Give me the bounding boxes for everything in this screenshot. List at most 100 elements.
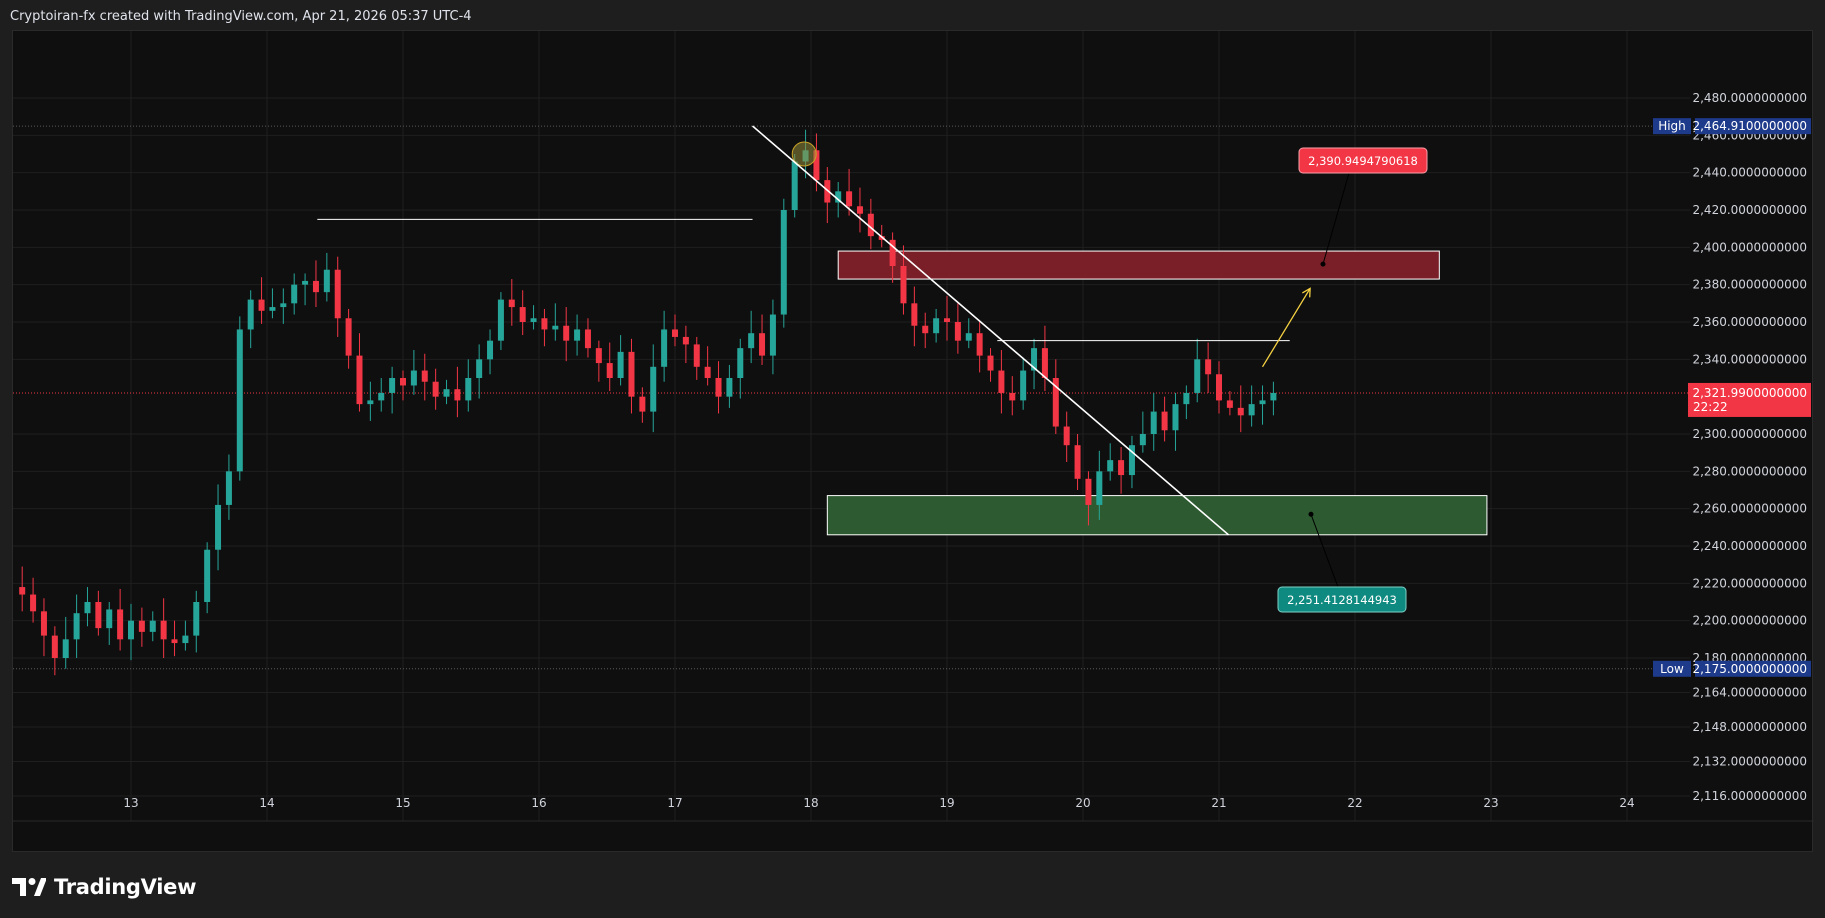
candle-body[interactable] bbox=[367, 400, 374, 405]
candle-body[interactable] bbox=[791, 161, 798, 210]
support-price-label[interactable] bbox=[1277, 586, 1407, 613]
candle-body[interactable] bbox=[1096, 471, 1103, 505]
candle-body[interactable] bbox=[954, 322, 961, 341]
candle-body[interactable] bbox=[215, 504, 222, 550]
candle-body[interactable] bbox=[1085, 478, 1092, 505]
candle-body[interactable] bbox=[1172, 404, 1179, 431]
candle-body[interactable] bbox=[345, 318, 352, 356]
candle-body[interactable] bbox=[922, 325, 929, 334]
candle-body[interactable] bbox=[650, 366, 657, 412]
candle-body[interactable] bbox=[987, 355, 994, 371]
candle-body[interactable] bbox=[1194, 359, 1201, 393]
candle-body[interactable] bbox=[1237, 407, 1244, 416]
candle-body[interactable] bbox=[693, 344, 700, 367]
candle-body[interactable] bbox=[726, 378, 733, 397]
candle-body[interactable] bbox=[824, 180, 831, 203]
candle-body[interactable] bbox=[813, 150, 820, 181]
candle-body[interactable] bbox=[280, 303, 287, 308]
candle-body[interactable] bbox=[606, 363, 613, 378]
candle-body[interactable] bbox=[1031, 348, 1038, 371]
candle-body[interactable] bbox=[780, 210, 787, 315]
candle-body[interactable] bbox=[856, 206, 863, 214]
candle-body[interactable] bbox=[639, 396, 646, 412]
support-zone[interactable] bbox=[826, 495, 1488, 536]
candle-body[interactable] bbox=[1270, 392, 1277, 401]
candle-body[interactable] bbox=[106, 609, 113, 629]
candle-body[interactable] bbox=[617, 351, 624, 378]
candle-body[interactable] bbox=[302, 280, 309, 285]
candle-body[interactable] bbox=[432, 381, 439, 397]
candle-body[interactable] bbox=[225, 471, 232, 505]
chart-area[interactable]: 2,390.9494790618 2,251.4128144943 2,480.00… bbox=[12, 30, 1814, 853]
candle-body[interactable] bbox=[508, 299, 515, 308]
candle-body[interactable] bbox=[748, 333, 755, 349]
candle-body[interactable] bbox=[552, 325, 559, 330]
candle-body[interactable] bbox=[73, 613, 80, 640]
candle-body[interactable] bbox=[334, 269, 341, 319]
candle-body[interactable] bbox=[84, 602, 91, 614]
candle-body[interactable] bbox=[1259, 400, 1266, 405]
candle-body[interactable] bbox=[138, 620, 145, 632]
candle-body[interactable] bbox=[236, 329, 243, 472]
candle-body[interactable] bbox=[160, 620, 167, 640]
candle-body[interactable] bbox=[1074, 445, 1081, 479]
candle-body[interactable] bbox=[911, 303, 918, 326]
candle-body[interactable] bbox=[323, 269, 330, 293]
candle-body[interactable] bbox=[117, 609, 124, 640]
candle-body[interactable] bbox=[497, 299, 504, 341]
brand-footer[interactable]: TradingView bbox=[12, 874, 196, 900]
candle-body[interactable] bbox=[737, 348, 744, 378]
candle-body[interactable] bbox=[1183, 392, 1190, 405]
candle-body[interactable] bbox=[258, 299, 265, 311]
descending-trendline[interactable] bbox=[751, 125, 1230, 536]
candle-body[interactable] bbox=[759, 333, 766, 356]
candle-body[interactable] bbox=[1020, 370, 1027, 401]
candle-body[interactable] bbox=[672, 329, 678, 337]
candle-body[interactable] bbox=[1150, 411, 1157, 434]
candle-body[interactable] bbox=[291, 284, 298, 304]
candle-body[interactable] bbox=[62, 639, 69, 658]
candle-body[interactable] bbox=[1107, 460, 1114, 472]
candle-body[interactable] bbox=[1128, 445, 1135, 476]
candle-body[interactable] bbox=[715, 378, 722, 397]
candle-body[interactable] bbox=[1063, 426, 1070, 446]
resistance-zone[interactable] bbox=[837, 250, 1440, 280]
candle-body[interactable] bbox=[454, 389, 461, 401]
price-chart-svg[interactable]: 2,390.9494790618 2,251.4128144943 2,480.00… bbox=[13, 31, 1814, 853]
candle-body[interactable] bbox=[487, 340, 494, 360]
candle-body[interactable] bbox=[51, 635, 58, 658]
candle-body[interactable] bbox=[1041, 348, 1048, 378]
candle-body[interactable] bbox=[595, 348, 602, 364]
candle-body[interactable] bbox=[1161, 411, 1168, 431]
candle-body[interactable] bbox=[769, 314, 776, 356]
candle-body[interactable] bbox=[40, 611, 47, 636]
candle-body[interactable] bbox=[998, 370, 1005, 393]
candle-body[interactable] bbox=[247, 299, 254, 330]
candle-body[interactable] bbox=[1118, 460, 1125, 476]
candle-body[interactable] bbox=[1205, 359, 1212, 375]
candle-body[interactable] bbox=[400, 378, 406, 386]
candle-body[interactable] bbox=[944, 318, 950, 322]
candle-body[interactable] bbox=[574, 329, 581, 341]
candle-body[interactable] bbox=[356, 355, 363, 405]
candle-body[interactable] bbox=[1248, 404, 1255, 416]
candle-body[interactable] bbox=[704, 366, 711, 378]
candle-body[interactable] bbox=[661, 329, 668, 367]
candle-body[interactable] bbox=[30, 594, 37, 612]
resistance-price-label[interactable] bbox=[1298, 147, 1428, 174]
candle-body[interactable] bbox=[421, 370, 428, 382]
candle-body[interactable] bbox=[628, 351, 635, 397]
candle-body[interactable] bbox=[19, 587, 26, 595]
candle-body[interactable] bbox=[563, 325, 570, 341]
candle-body[interactable] bbox=[541, 318, 548, 330]
candle-body[interactable] bbox=[889, 239, 896, 266]
candle-body[interactable] bbox=[1009, 392, 1016, 401]
candle-body[interactable] bbox=[312, 280, 319, 293]
candle-body[interactable] bbox=[965, 333, 972, 341]
candle-body[interactable] bbox=[128, 620, 134, 640]
candle-body[interactable] bbox=[1226, 400, 1233, 408]
candle-body[interactable] bbox=[846, 191, 853, 207]
candle-body[interactable] bbox=[976, 333, 983, 356]
candle-body[interactable] bbox=[171, 639, 178, 644]
candle-body[interactable] bbox=[149, 620, 156, 632]
